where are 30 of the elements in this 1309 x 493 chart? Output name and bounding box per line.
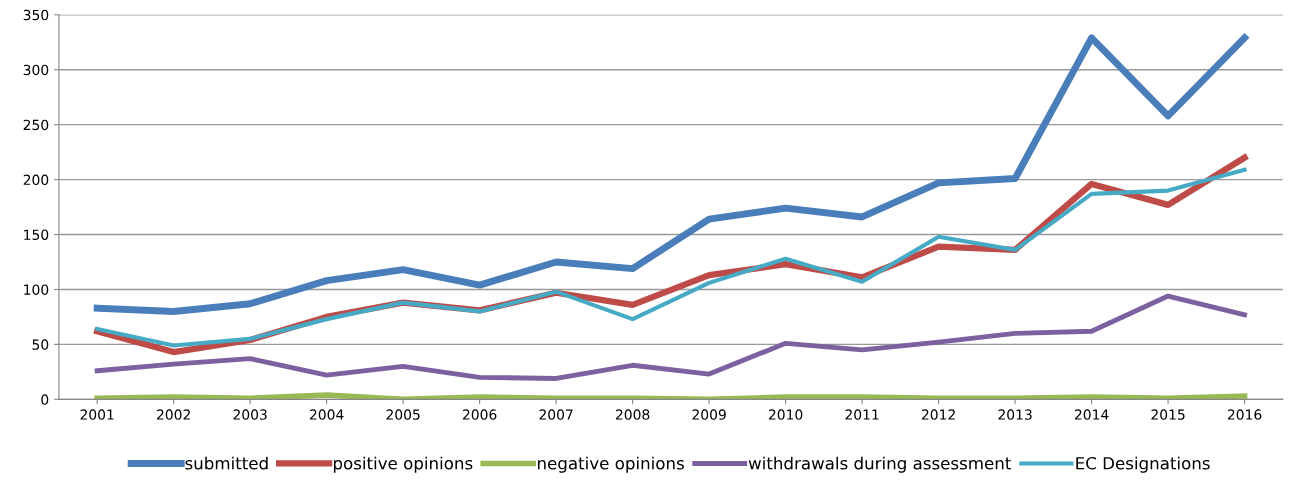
x-tick-label: 2004: [309, 409, 344, 420]
y-tick-label: 0: [41, 394, 49, 405]
line-series: [94, 293, 1247, 381]
x-tick-label: 2005: [386, 409, 420, 420]
y-tick-label: 250: [23, 119, 49, 131]
x-tick-label: 2002: [156, 409, 190, 420]
x-tick-label: 2012: [921, 409, 955, 420]
x-tick-label: 2006: [462, 409, 497, 420]
legend-label: negative opinions: [538, 456, 684, 473]
x-tick-label: 2009: [692, 409, 726, 420]
x-tick-label: 2007: [539, 409, 573, 420]
x-tick-label: 2011: [845, 409, 879, 420]
legend-label: withdrawals during assessment: [748, 456, 1011, 473]
y-tick-label: 350: [23, 9, 49, 21]
x-tick-label: 2008: [615, 409, 650, 420]
x-tick-label: 2010: [768, 409, 803, 420]
x-tick-label: 2015: [1151, 409, 1185, 420]
legend-label: positive opinions: [333, 456, 473, 473]
y-tick-label: 50: [32, 339, 49, 350]
y-tick-label: 100: [24, 284, 49, 295]
legend-label: submitted: [185, 456, 268, 470]
x-tick-label: 2001: [80, 409, 114, 420]
y-tick-label: 300: [23, 64, 49, 76]
x-tick-label: 2013: [998, 409, 1032, 420]
y-tick-label: 200: [23, 174, 49, 186]
legend-label: EC Designations: [1076, 456, 1210, 473]
y-tick-label: 150: [24, 229, 49, 240]
x-tick-label: 2014: [1074, 409, 1109, 420]
x-tick-label: 2016: [1227, 409, 1262, 420]
x-tick-label: 2003: [233, 409, 267, 420]
